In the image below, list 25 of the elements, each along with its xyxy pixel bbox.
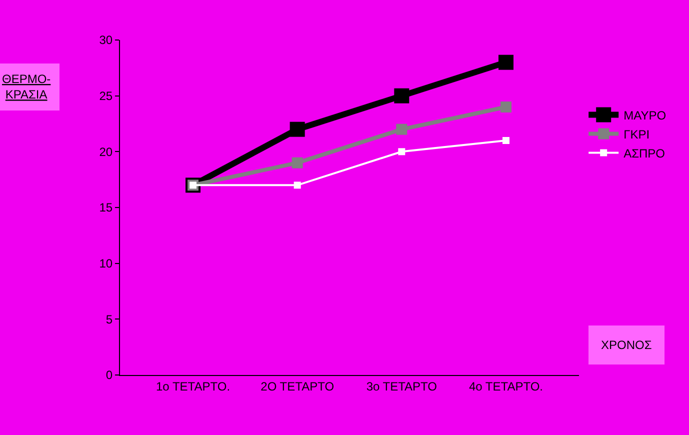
point — [498, 54, 514, 70]
legend-label: ΑΣΠΡΟ — [624, 146, 666, 160]
x-tick-label: 3ο ΤΕΤΑΡΤΟ — [366, 379, 438, 394]
x-tick-label: 4ο ΤΕΤΑΡΤΟ. — [468, 379, 543, 394]
point — [292, 157, 303, 168]
y-tick-label: 30 — [99, 33, 113, 48]
y-tick-label: 5 — [106, 312, 113, 326]
point — [502, 137, 510, 144]
x-tick-label: 1ο ΤΕΤΑΡΤΟ. — [156, 379, 230, 394]
point — [398, 148, 406, 156]
point — [500, 102, 512, 112]
point — [294, 182, 301, 189]
y-tick-label: 20 — [99, 144, 113, 159]
x-axis-title: ΧΡΟΝΟΣ — [601, 338, 652, 352]
y-tick-label: 10 — [99, 256, 113, 271]
x-tick-label: 2Ο ΤΕΤΑΡΤΟ — [260, 379, 334, 394]
point — [396, 124, 408, 135]
y-tick-label: 0 — [106, 368, 113, 382]
legend-label: ΓΚΡΙ — [624, 127, 650, 142]
point — [394, 88, 410, 104]
legend-label: ΜΑΥΡΟ — [624, 108, 666, 122]
point — [290, 122, 305, 137]
y-axis-title: ΘΕΡΜΟ-ΚΡΑΣΙΑ — [2, 72, 51, 102]
y-tick-label: 15 — [99, 200, 113, 215]
y-tick-label: 25 — [99, 89, 113, 104]
